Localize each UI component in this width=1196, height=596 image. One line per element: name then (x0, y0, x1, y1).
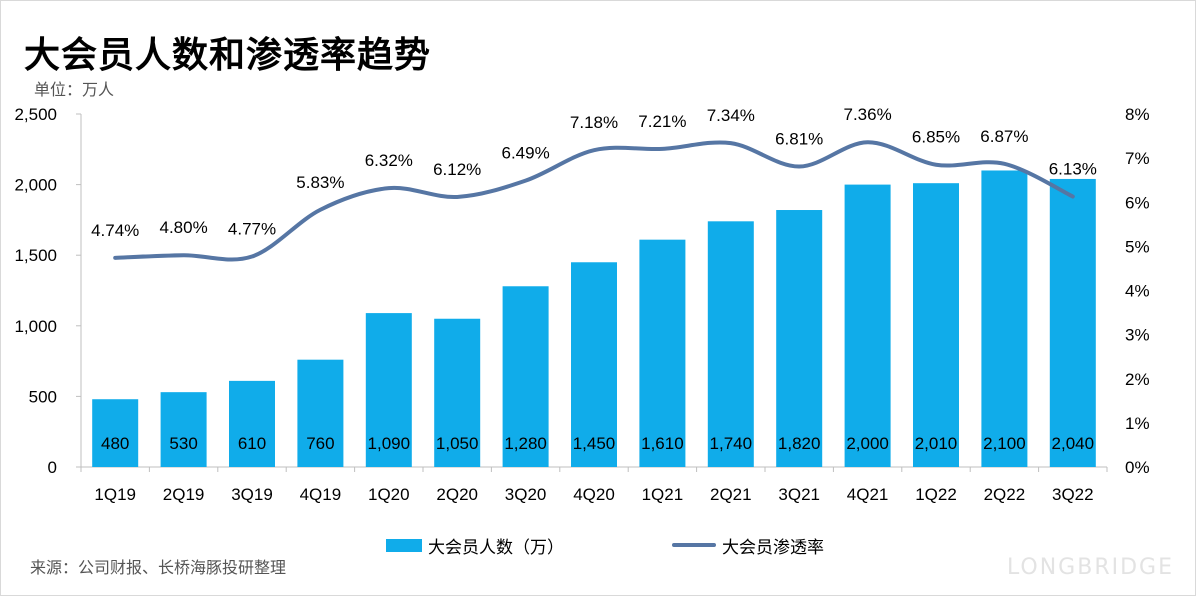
x-tick-label: 4Q21 (847, 485, 889, 504)
unit-label: 单位：万人 (34, 80, 115, 99)
line-value-label: 6.32% (365, 151, 413, 170)
y-left-tick-label: 1,000 (14, 317, 57, 336)
line-value-label: 4.77% (228, 220, 276, 239)
x-tick-label: 4Q19 (300, 485, 342, 504)
line-value-label: 4.74% (91, 221, 139, 240)
legend-bar-swatch (386, 538, 422, 552)
line-value-label: 6.12% (433, 160, 481, 179)
bar-value-label: 2,040 (1052, 434, 1095, 453)
line-value-label: 7.34% (707, 106, 755, 125)
watermark-brand: LONGBRIDGE (1006, 555, 1174, 580)
bar-value-label: 1,280 (504, 434, 547, 453)
bar (434, 318, 481, 467)
line-value-labels: 4.74% 4.80% 4.77% 5.83% 6.32% 6.12% 6.49% 7.18%… (91, 105, 1097, 240)
y-right-tick-label: 6% (1125, 193, 1150, 212)
bar-value-label: 2,100 (983, 434, 1026, 453)
chart-title: 大会员人数和渗透率趋势 (24, 35, 432, 76)
line-value-label: 7.36% (843, 105, 891, 124)
line-value-label: 6.81% (775, 130, 823, 149)
legend-line-label: 大会员渗透率 (722, 537, 824, 558)
bar-value-label: 1,050 (436, 434, 479, 453)
x-tick-label: 2Q19 (163, 485, 205, 504)
line-value-label: 6.85% (912, 128, 960, 147)
x-tick-label: 1Q22 (915, 485, 957, 504)
y-right-tick-label: 7% (1125, 149, 1150, 168)
line-value-label: 7.21% (638, 112, 686, 131)
y-right-tick-label: 2% (1125, 370, 1150, 389)
y-left-tick-label: 0 (48, 458, 57, 477)
y-left-tick-label: 2,500 (14, 105, 57, 124)
y-left-tick-label: 500 (29, 387, 57, 406)
bar-series (92, 170, 1096, 468)
y-left-tick-label: 1,500 (14, 246, 57, 265)
bar-value-label: 2,000 (846, 434, 889, 453)
bar (776, 210, 823, 468)
bar-value-label: 1,740 (710, 434, 753, 453)
line-value-label: 7.18% (570, 113, 618, 132)
y-right-tick-label: 0% (1125, 458, 1150, 477)
line-value-label: 6.49% (501, 144, 549, 163)
x-tick-label: 2Q20 (436, 485, 478, 504)
y-left-tick-label: 2,000 (14, 176, 57, 195)
y-right-tick-label: 8% (1125, 105, 1150, 124)
bar (1049, 178, 1096, 467)
legend-bar: 大会员人数（万） (386, 534, 564, 558)
bar (571, 262, 617, 467)
bar-value-label: 1,820 (778, 434, 821, 453)
bar-value-label: 480 (101, 434, 129, 453)
line-value-label: 5.83% (296, 173, 344, 192)
bar-value-label: 2,010 (915, 434, 958, 453)
y-right-tick-label: 4% (1125, 282, 1150, 301)
bar (297, 359, 344, 467)
x-tick-label: 2Q21 (710, 485, 752, 504)
bar (639, 239, 686, 467)
bar (160, 392, 207, 467)
bar-value-label: 530 (169, 434, 197, 453)
bar-value-label: 1,610 (641, 434, 684, 453)
bar (365, 313, 412, 467)
bar-value-labels: 480 530 610 760 1,090 1,050 1,280 1,450 1,610 1,7… (101, 434, 1094, 453)
bar (502, 286, 549, 467)
bar (229, 380, 275, 467)
legend-line: 大会员渗透率 (672, 534, 824, 558)
bar (92, 399, 139, 467)
x-tick-label: 3Q22 (1052, 485, 1094, 504)
bar (844, 184, 891, 467)
bar-value-label: 1,090 (368, 434, 411, 453)
line-value-label: 6.87% (980, 127, 1028, 146)
y-right-tick-label: 1% (1125, 414, 1150, 433)
bar (707, 221, 754, 467)
x-tick-label: 1Q20 (368, 485, 410, 504)
x-tick-label: 3Q21 (778, 485, 820, 504)
x-tick-label: 4Q20 (573, 485, 615, 504)
y-right-tick-label: 3% (1125, 326, 1150, 345)
x-tick-label: 2Q22 (984, 485, 1026, 504)
bar-value-label: 610 (238, 434, 266, 453)
chart-axes: 0 500 1,000 1,500 2,000 2,500 0% 1% 2% 3% 4% 5% 6% 7%… (14, 105, 1149, 504)
x-tick-label: 3Q20 (505, 485, 547, 504)
bar (981, 170, 1028, 468)
legend-bar-label: 大会员人数（万） (428, 537, 564, 558)
bar (913, 183, 959, 468)
x-tick-label: 3Q19 (231, 485, 273, 504)
x-tick-label: 1Q21 (642, 485, 684, 504)
line-value-label: 4.80% (159, 218, 207, 237)
x-tick-label: 1Q19 (94, 485, 136, 504)
legend-line-swatch (672, 543, 716, 547)
y-right-tick-label: 5% (1125, 237, 1150, 256)
penetration-line (113, 140, 1075, 262)
line-value-label: 6.13% (1049, 160, 1097, 179)
bar-value-label: 760 (306, 434, 334, 453)
bar-value-label: 1,450 (573, 434, 616, 453)
line-series (113, 140, 1075, 262)
source-note: 来源：公司财报、长桥海豚投研整理 (30, 558, 287, 577)
